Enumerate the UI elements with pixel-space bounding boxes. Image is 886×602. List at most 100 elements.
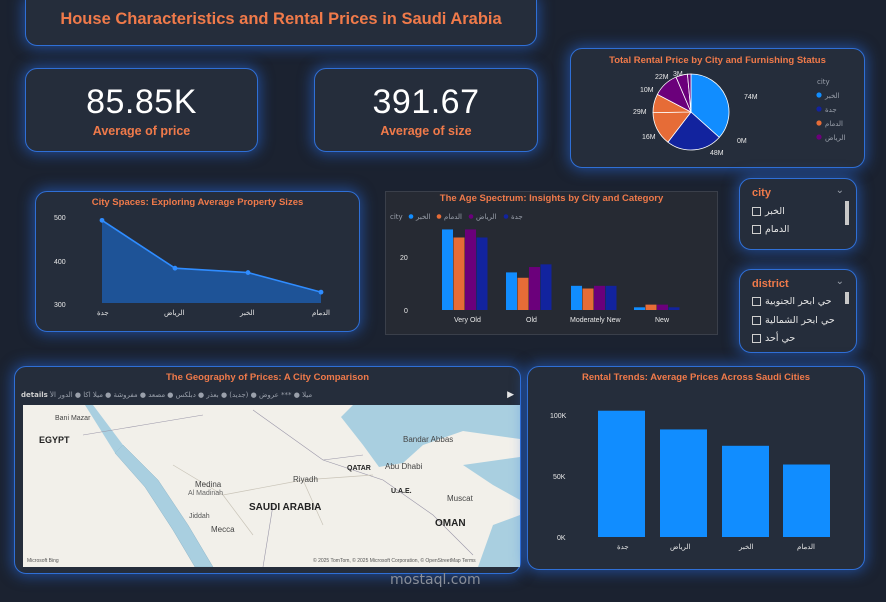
age-ytick-0: 20 (400, 255, 408, 262)
map-label-medina: Medina (195, 480, 222, 489)
trends-title: Rental Trends: Average Prices Across Sau… (581, 372, 811, 383)
sizes-title: City Spaces: Exploring Average Property … (91, 197, 304, 208)
kpi-size-value: 391.67 (372, 83, 480, 121)
watermark: mostaql.com (390, 572, 481, 588)
age-xtick-1: Old (526, 317, 537, 324)
trends-ytick-2: 0K (557, 535, 566, 542)
kpi-card-size: 391.67 Average of size (314, 68, 538, 152)
city-slicer-scrollbar[interactable] (845, 201, 849, 225)
city-slicer-item-1[interactable]: الدمام (752, 224, 789, 235)
age-bar-0-2 (465, 229, 476, 310)
pie-slice-1 (667, 111, 720, 151)
sizes-xtick-3: الدمام (312, 309, 330, 317)
chevron-down-icon[interactable]: ⌄ (835, 276, 844, 287)
age-bar-0-1 (453, 237, 465, 310)
map-label-mecca: Mecca (211, 525, 235, 534)
trends-xtick-3: الدمام (797, 543, 815, 551)
trends-chart[interactable]: 100K 50K 0K جدة الرياض الخبر الدمام (528, 385, 866, 570)
map-label-almadinah: Al Madinah (188, 490, 223, 497)
pie-label-22m: 22M (655, 74, 669, 81)
map-legend-title: details (21, 391, 48, 399)
age-legend-item-1: الدمام (444, 213, 462, 221)
age-legend-item-3: جدة (511, 213, 523, 221)
trends-card[interactable]: Rental Trends: Average Prices Across Sau… (527, 366, 865, 570)
pie-legend-item-0: الخبر (824, 92, 840, 100)
age-bar-1-3 (540, 264, 552, 310)
city-slicer-title: city (752, 187, 771, 199)
district-slicer-title: district (752, 278, 789, 290)
age-chart[interactable]: city الخبر الدمام الرياض جدة 20 0 Very O… (386, 206, 719, 336)
map-canvas[interactable]: Bani Mazar EGYPT Medina Al Madinah Jidda… (23, 405, 520, 567)
district-slicer-item-2[interactable]: حي أحد (752, 333, 795, 344)
district-slicer-item-1[interactable]: حي ابحر الشمالية (752, 315, 835, 326)
district-slicer[interactable]: district ⌄ حي ابحر الجنوبية حي ابحر الشم… (739, 269, 857, 353)
sizes-chart[interactable]: 500 400 300 جدة الرياض الخبر الدمام (36, 208, 361, 332)
district-slicer-item-0[interactable]: حي ابحر الجنوبية (752, 296, 832, 307)
map-title: The Geography of Prices: A City Comparis… (165, 372, 370, 383)
age-bar-2-3 (605, 285, 617, 310)
trends-ytick-0: 100K (550, 413, 567, 420)
map-card[interactable]: The Geography of Prices: A City Comparis… (14, 366, 521, 574)
map-label-saudi: SAUDI ARABIA (249, 502, 321, 513)
kpi-price-label: Average of price (92, 124, 191, 138)
map-label-muscat: Muscat (447, 494, 474, 503)
pie-legend[interactable]: الخبر جدة الدمام الرياض (816, 92, 846, 142)
kpi-card-price: 85.85K Average of price (25, 68, 258, 152)
gulf-of-oman (463, 457, 520, 500)
pie-legend-title: city (817, 78, 830, 86)
map-label-banimazar: Bani Mazar (55, 415, 91, 422)
arabian-sea (478, 515, 520, 567)
checkbox-icon[interactable] (752, 297, 761, 306)
sizes-point-2 (245, 270, 251, 275)
pie-chart[interactable]: 74M 0M 48M 16M 29M 10M 22M 3M city الخبر… (571, 67, 866, 167)
age-bar-0-0 (442, 229, 453, 310)
checkbox-icon[interactable] (752, 334, 761, 343)
checkbox-icon[interactable] (752, 225, 761, 234)
map-label-bandar: Bandar Abbas (403, 435, 453, 444)
map-label-egypt: EGYPT (39, 435, 70, 445)
age-legend-dot-2 (468, 214, 474, 219)
pie-legend-item-2: الدمام (825, 120, 843, 128)
age-legend[interactable]: الخبر الدمام الرياض جدة (408, 213, 523, 221)
pie-legend-item-1: جدة (825, 106, 837, 114)
chevron-down-icon[interactable]: ⌄ (835, 185, 844, 196)
checkbox-icon[interactable] (752, 207, 761, 216)
age-xtick-2: Moderately New (570, 317, 622, 324)
trends-bar-2 (722, 445, 769, 537)
red-sea (114, 444, 214, 567)
map-legend[interactable]: details ميلا ● *** عروض ● (جديد) ● بعذر … (21, 391, 501, 399)
persian-gulf (341, 405, 520, 467)
header-card: House Characteristics and Rental Prices … (25, 0, 537, 46)
sizes-ytick-0: 500 (54, 215, 66, 222)
trends-bar-3 (783, 464, 830, 537)
sizes-xtick-0: جدة (97, 310, 109, 317)
checkbox-icon[interactable] (752, 316, 761, 325)
age-bar-1-0 (506, 272, 517, 310)
age-bar-3-3 (668, 307, 680, 310)
gulf-of-suez (85, 405, 123, 453)
trends-bar-1 (660, 429, 707, 537)
age-xtick-3: New (655, 317, 670, 324)
sizes-area (102, 220, 321, 303)
pie-label-0m: 0M (737, 138, 747, 145)
pie-label-16m: 16M (642, 134, 656, 141)
age-card[interactable]: The Age Spectrum: Insights by City and C… (385, 191, 718, 335)
age-title: The Age Spectrum: Insights by City and C… (439, 193, 664, 204)
trends-ytick-1: 50K (553, 474, 566, 481)
pie-legend-dot-3 (816, 134, 822, 140)
play-icon[interactable]: ▶ (507, 389, 514, 399)
age-bar-3-2 (657, 304, 668, 310)
pie-card[interactable]: Total Rental Price by City and Furnishin… (570, 48, 865, 168)
age-legend-dot-1 (436, 214, 442, 219)
age-bar-3-1 (645, 304, 657, 310)
map-label-uae: U.A.E. (391, 488, 412, 495)
city-slicer[interactable]: city ⌄ الخبر الدمام (739, 178, 857, 250)
road-lines (172, 464, 374, 536)
sizes-xtick-1: الرياض (164, 309, 185, 317)
district-slicer-scrollbar[interactable] (845, 292, 849, 304)
city-slicer-item-0[interactable]: الخبر (752, 206, 785, 217)
border-lines (82, 409, 474, 567)
sizes-card[interactable]: City Spaces: Exploring Average Property … (35, 191, 360, 332)
age-bar-2-1 (582, 288, 594, 310)
trends-xtick-1: الرياض (670, 543, 691, 551)
